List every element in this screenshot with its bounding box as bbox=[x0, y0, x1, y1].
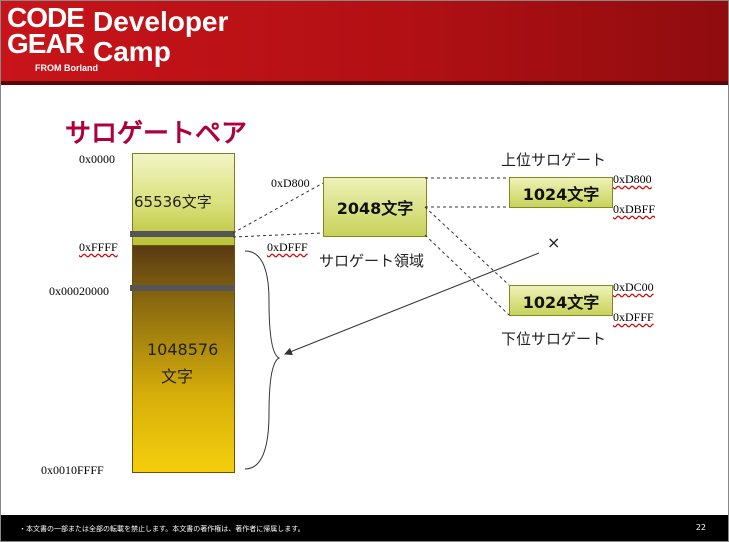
footer-bar: ・本文書の一部または全部の転載を禁止します。本文書の著作権は、著作者に帰属します… bbox=[1, 515, 728, 541]
low-surrogate-box: 1024文字 bbox=[509, 285, 613, 316]
high-surrogate-label: 上位サロゲート bbox=[501, 151, 607, 169]
low-line-bottom bbox=[424, 234, 510, 316]
addr-0000: 0x0000 bbox=[79, 152, 115, 166]
surrogate-area-label: サロゲート領域 bbox=[319, 252, 425, 270]
page-number: 22 bbox=[695, 523, 706, 532]
logo-line1: CODE bbox=[7, 2, 85, 33]
combination-times-sign: × bbox=[547, 233, 561, 252]
mapping-arrow bbox=[284, 252, 540, 356]
addr-high-d800: 0xD800 bbox=[613, 172, 652, 186]
header-stripe bbox=[1, 81, 728, 85]
surrogate-marker-line bbox=[130, 231, 235, 237]
supplementary-bar bbox=[132, 245, 235, 473]
surrogate-range-box: 2048文字 bbox=[323, 177, 427, 237]
event-title-line1: Developer bbox=[93, 6, 229, 37]
low-line-top bbox=[424, 206, 510, 286]
addr-10ffff: 0x0010FFFF bbox=[41, 463, 104, 477]
connector-lines bbox=[232, 177, 540, 470]
slide-title: サロゲートペア bbox=[65, 119, 248, 149]
logo-line2: GEAR bbox=[7, 28, 85, 59]
high-surrogate-box: 1024文字 bbox=[509, 177, 613, 208]
copyright-notice: ・本文書の一部または全部の転載を禁止します。本文書の著作権は、著作者に帰属します… bbox=[19, 525, 305, 533]
zoom-line-top bbox=[232, 182, 324, 234]
header-banner bbox=[1, 1, 728, 83]
addr-dfff: 0xDFFF bbox=[267, 240, 308, 254]
addr-d800: 0xD800 bbox=[271, 176, 310, 190]
low-surrogate-text: 1024文字 bbox=[522, 292, 600, 312]
supp-count-label-line1: 1048576 bbox=[147, 340, 219, 359]
supp-count-label-line2: 文字 bbox=[161, 367, 194, 386]
low-surrogate-label: 下位サロゲート bbox=[501, 330, 607, 348]
surrogate-range-text: 2048文字 bbox=[336, 199, 414, 218]
addr-ffff: 0xFFFF bbox=[79, 240, 118, 254]
addr-dbff: 0xDBFF bbox=[613, 202, 656, 216]
codegear-logo: CODE GEAR bbox=[7, 2, 85, 59]
event-title-line2: Camp bbox=[93, 36, 171, 67]
range-brace bbox=[244, 250, 281, 470]
addr-dc00: 0xDC00 bbox=[613, 280, 654, 294]
zoom-line-bottom bbox=[232, 232, 324, 238]
plane-boundary-line bbox=[130, 285, 235, 291]
logo-from-borland: FROM Borland bbox=[35, 63, 98, 73]
addr-low-dfff: 0xDFFF bbox=[613, 310, 654, 324]
high-surrogate-text: 1024文字 bbox=[522, 184, 600, 204]
bmp-count-label: 65536文字 bbox=[134, 193, 212, 211]
event-title: Developer Camp bbox=[93, 7, 228, 67]
addr-20000: 0x00020000 bbox=[49, 284, 109, 298]
